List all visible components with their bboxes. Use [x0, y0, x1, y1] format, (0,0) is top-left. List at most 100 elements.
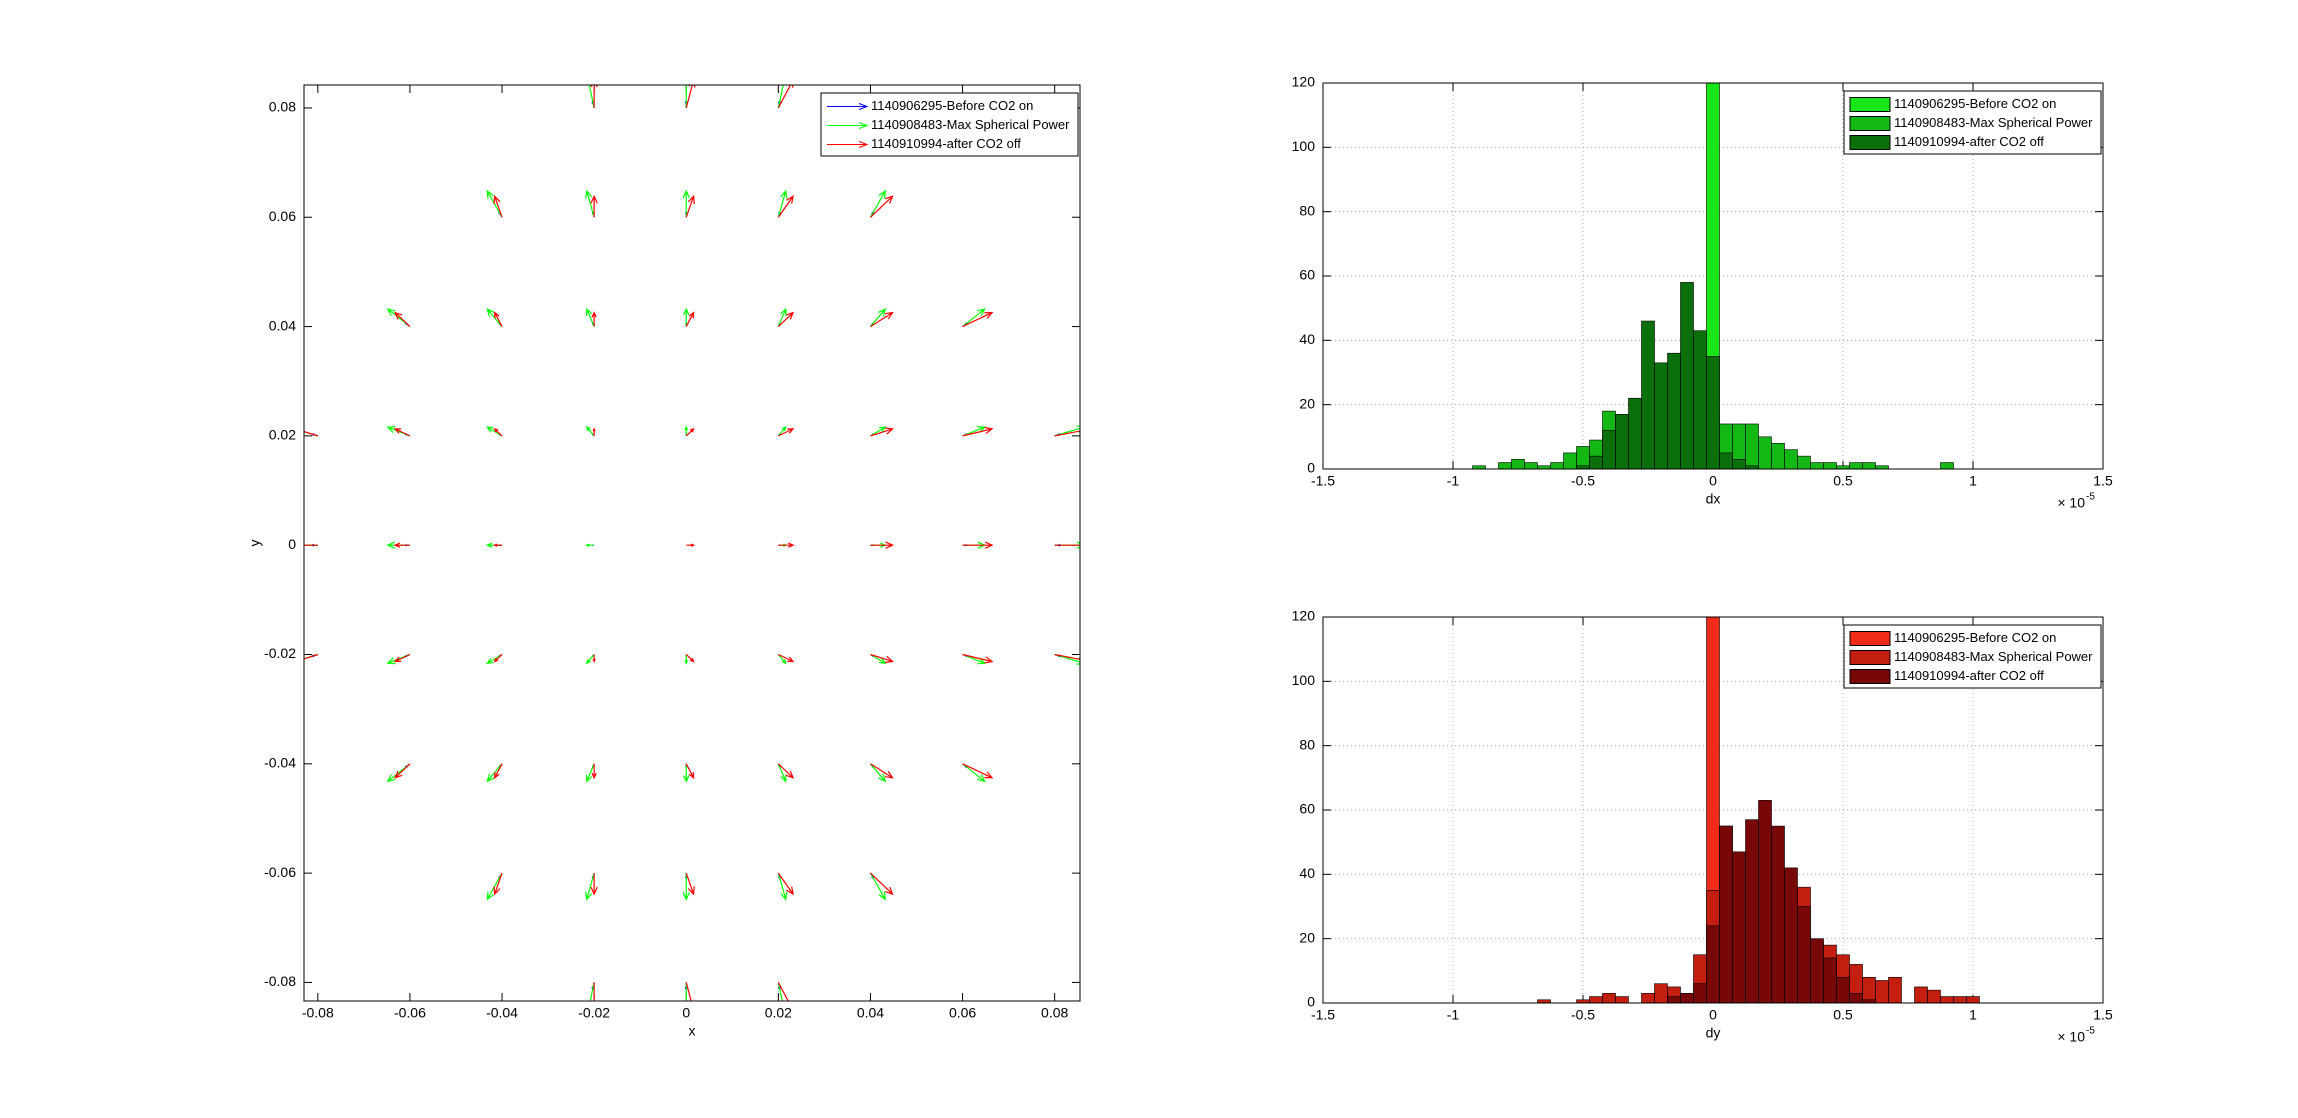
- y-tick-label: 0.02: [269, 427, 296, 443]
- x-tick-label: 0: [682, 1005, 690, 1021]
- y-tick-label: 0: [1307, 994, 1315, 1010]
- y-tick-label: 80: [1299, 202, 1315, 218]
- legend-label: 1140906295-Before CO2 on: [1894, 96, 2056, 111]
- y-tick-label: 0: [1307, 460, 1315, 476]
- histogram-bar: [1694, 331, 1707, 469]
- histogram-bar: [1499, 463, 1512, 469]
- histogram-bar: [1564, 453, 1577, 469]
- y-tick-label: 60: [1299, 801, 1315, 817]
- x-multiplier-exponent: -5: [2086, 1026, 2095, 1037]
- histogram-bar: [1681, 993, 1694, 1003]
- histogram-bar: [1785, 450, 1798, 469]
- x-multiplier-exponent: -5: [2086, 492, 2095, 503]
- histogram-bar: [1733, 459, 1746, 469]
- histogram-bar: [1720, 453, 1733, 469]
- x-tick-label: 0.5: [1833, 1007, 1853, 1023]
- histogram-bar: [1850, 463, 1863, 469]
- y-tick-label: 40: [1299, 331, 1315, 347]
- y-tick-label: 60: [1299, 267, 1315, 283]
- legend-label: 1140906295-Before CO2 on: [871, 98, 1033, 113]
- histogram-bar: [1616, 414, 1629, 469]
- histogram-bar: [1642, 321, 1655, 469]
- histogram-bar: [1876, 980, 1889, 1003]
- y-tick-label: 0: [288, 536, 296, 552]
- histogram-bar: [1746, 424, 1759, 469]
- y-tick-label: 100: [1292, 138, 1316, 154]
- histogram-bar: [1915, 987, 1928, 1003]
- histogram-bar: [1811, 939, 1824, 1003]
- y-tick-label: -0.08: [264, 973, 296, 989]
- histogram-bar: [1824, 958, 1837, 1003]
- histogram-bar: [1681, 282, 1694, 469]
- histogram-bar: [1733, 852, 1746, 1003]
- histogram-bar: [1863, 463, 1876, 469]
- histogram-bar: [1707, 926, 1720, 1003]
- histogram-bar: [1811, 463, 1824, 469]
- x-multiplier: × 10: [2057, 1029, 2085, 1045]
- histogram-bar: [1525, 463, 1538, 469]
- histogram-bar: [1655, 363, 1668, 469]
- histogram-bar: [1798, 456, 1811, 469]
- histogram-bar: [1941, 463, 1954, 469]
- histogram-bar: [1759, 800, 1772, 1003]
- histogram-bar: [1759, 437, 1772, 469]
- x-tick-label: -1: [1447, 473, 1460, 489]
- histogram-bar: [1668, 997, 1681, 1003]
- x-tick-label: -0.04: [486, 1005, 518, 1021]
- y-tick-label: 0.04: [269, 317, 296, 333]
- histogram-bar: [1655, 984, 1668, 1003]
- x-tick-label: -0.5: [1571, 473, 1595, 489]
- histogram-bar: [1941, 997, 1954, 1003]
- x-tick-label: -0.06: [394, 1005, 426, 1021]
- histogram-bar: [1785, 868, 1798, 1003]
- x-tick-label: 0.06: [949, 1005, 976, 1021]
- legend-label: 1140910994-after CO2 off: [871, 136, 1021, 151]
- histogram-bar: [1707, 356, 1720, 469]
- histogram-bar: [1746, 820, 1759, 1003]
- y-tick-label: 100: [1292, 672, 1316, 688]
- y-tick-label: 20: [1299, 929, 1315, 945]
- x-tick-label: -0.02: [578, 1005, 610, 1021]
- y-tick-label: 120: [1292, 608, 1316, 624]
- legend-swatch: [1850, 670, 1890, 684]
- histogram-bar: [1863, 977, 1876, 1003]
- y-tick-label: 40: [1299, 865, 1315, 881]
- x-multiplier: × 10: [2057, 495, 2085, 511]
- y-tick-label: 20: [1299, 395, 1315, 411]
- histogram-bar: [1642, 993, 1655, 1003]
- axes-background: [304, 85, 1080, 1001]
- legend-label: 1140908483-Max Spherical Power: [1894, 649, 2093, 664]
- histogram-bar: [1629, 398, 1642, 469]
- legend-label: 1140910994-after CO2 off: [1894, 134, 2044, 149]
- x-axis-label: dx: [1706, 491, 1721, 507]
- legend-swatch: [1850, 98, 1890, 112]
- x-tick-label: 0.02: [765, 1005, 792, 1021]
- y-tick-label: 0.06: [269, 208, 296, 224]
- y-tick-label: -0.04: [264, 755, 296, 771]
- x-tick-label: 1: [1969, 473, 1977, 489]
- histogram-bar: [1668, 353, 1681, 469]
- legend-label: 1140910994-after CO2 off: [1894, 668, 2044, 683]
- legend-swatch: [1850, 632, 1890, 646]
- histogram-bar: [1967, 997, 1980, 1003]
- histogram-bar: [1720, 826, 1733, 1003]
- histogram-bar: [1837, 977, 1850, 1003]
- histogram-bar: [1590, 456, 1603, 469]
- histogram-bar: [1824, 463, 1837, 469]
- x-tick-label: 1.5: [2093, 473, 2113, 489]
- y-tick-label: 80: [1299, 736, 1315, 752]
- legend-label: 1140906295-Before CO2 on: [1894, 630, 2056, 645]
- x-tick-label: 0.08: [1041, 1005, 1068, 1021]
- y-tick-label: -0.06: [264, 864, 296, 880]
- histogram-bar: [1928, 990, 1941, 1003]
- x-tick-label: -0.5: [1571, 1007, 1595, 1023]
- legend-label: 1140908483-Max Spherical Power: [871, 117, 1070, 132]
- histogram-bar: [1603, 430, 1616, 469]
- x-axis-label: dy: [1706, 1025, 1721, 1041]
- legend-label: 1140908483-Max Spherical Power: [1894, 115, 2093, 130]
- x-tick-label: 1: [1969, 1007, 1977, 1023]
- histogram-bar: [1954, 997, 1967, 1003]
- histogram-bar: [1551, 463, 1564, 469]
- y-axis-label: y: [247, 540, 263, 547]
